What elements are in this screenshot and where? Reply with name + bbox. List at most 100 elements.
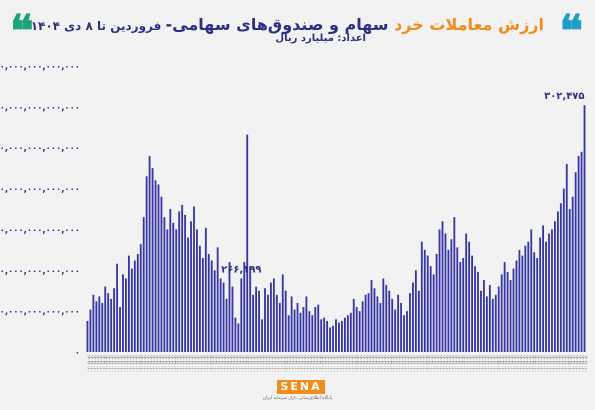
bar	[471, 255, 474, 352]
bar	[530, 229, 533, 352]
unit-label: اعداد: میلیارد ریال	[275, 33, 366, 44]
bar	[299, 312, 302, 352]
bar	[116, 263, 118, 352]
x-tick-label: ۱۴۰۴/۰۰/۰۰	[560, 355, 564, 373]
bar	[287, 315, 290, 352]
bar	[545, 241, 547, 352]
bar	[139, 244, 142, 352]
x-tick-label: ۱۴۰۴/۰۰/۰۰	[104, 355, 108, 373]
bar	[382, 278, 385, 352]
bar	[577, 155, 580, 352]
x-tick-label: ۱۴۰۴/۰۰/۰۰	[199, 355, 203, 373]
x-tick-label: ۱۴۰۴/۰۰/۰۰	[403, 355, 407, 373]
x-tick-label: ۱۴۰۴/۰۰/۰۰	[489, 355, 493, 373]
bar	[462, 258, 465, 352]
x-tick-label: ۱۴۰۴/۰۰/۰۰	[584, 355, 588, 373]
bar	[379, 302, 382, 352]
x-tick-label: ۱۴۰۴/۰۰/۰۰	[459, 355, 463, 373]
x-tick-label: ۱۴۰۴/۰۰/۰۰	[110, 355, 114, 373]
bar	[305, 296, 308, 352]
x-tick-label: ۱۴۰۴/۰۰/۰۰	[539, 355, 543, 373]
x-tick-label: ۱۴۰۴/۰۰/۰۰	[430, 355, 434, 373]
bar	[515, 260, 518, 352]
bar	[166, 229, 169, 352]
x-tick-label: ۱۴۰۴/۰۰/۰۰	[119, 355, 123, 373]
x-tick-label: ۱۴۰۴/۰۰/۰۰	[211, 355, 215, 373]
x-tick-label: ۱۴۰۴/۰۰/۰۰	[317, 355, 321, 373]
bar	[184, 214, 187, 352]
x-tick-label: ۱۴۰۴/۰۰/۰۰	[450, 355, 454, 373]
bar	[320, 319, 323, 352]
x-tick-label: ۱۴۰۴/۰۰/۰۰	[376, 355, 380, 373]
bar	[488, 284, 491, 352]
x-tick-label: ۱۴۰۴/۰۰/۰۰	[521, 355, 525, 373]
bar	[409, 293, 411, 352]
bar	[574, 172, 577, 352]
x-tick-label: ۱۴۰۴/۰۰/۰۰	[335, 355, 339, 373]
x-tick-label: ۱۴۰۴/۰۰/۰۰	[510, 355, 514, 373]
bar	[568, 209, 571, 352]
x-tick-label: ۱۴۰۴/۰۰/۰۰	[246, 355, 250, 373]
x-tick-label: ۱۴۰۴/۰۰/۰۰	[338, 355, 342, 373]
x-tick-label: ۱۴۰۴/۰۰/۰۰	[134, 355, 138, 373]
x-tick-label: ۱۴۰۴/۰۰/۰۰	[300, 355, 304, 373]
bar	[323, 317, 326, 352]
x-tick-label: ۱۴۰۴/۰۰/۰۰	[95, 355, 99, 373]
bar	[181, 204, 184, 352]
bar	[216, 247, 219, 352]
bar	[554, 221, 556, 352]
x-tick-label: ۱۴۰۴/۰۰/۰۰	[202, 355, 206, 373]
bar	[243, 262, 246, 352]
bar	[349, 312, 352, 352]
x-tick-label: ۱۴۰۴/۰۰/۰۰	[143, 355, 147, 373]
x-tick-label: ۱۴۰۴/۰۰/۰۰	[409, 355, 413, 373]
bar	[151, 168, 154, 352]
bar	[281, 274, 284, 352]
bar	[483, 280, 485, 352]
x-tick-label: ۱۴۰۴/۰۰/۰۰	[228, 355, 232, 373]
bar	[107, 293, 110, 352]
bar	[485, 296, 488, 352]
bar	[190, 221, 192, 352]
x-tick-label: ۱۴۰۴/۰۰/۰۰	[116, 355, 120, 373]
bar	[219, 278, 222, 352]
y-tick-label: ۱۵۰,۰۰۰,۰۰۰,۰۰۰,۰۰۰	[0, 225, 80, 235]
x-tick-label: ۱۴۰۴/۰۰/۰۰	[572, 355, 576, 373]
y-tick-label: ۳۵۰,۰۰۰,۰۰۰,۰۰۰,۰۰۰	[0, 62, 80, 72]
x-tick-label: ۱۴۰۴/۰۰/۰۰	[394, 355, 398, 373]
x-tick-label: ۱۴۰۴/۰۰/۰۰	[294, 355, 298, 373]
bar	[548, 233, 550, 352]
bar	[453, 217, 456, 352]
x-tick-label: ۱۴۰۴/۰۰/۰۰	[255, 355, 259, 373]
sena-logo: SENA	[277, 380, 325, 394]
bar	[157, 184, 160, 352]
x-tick-label: ۱۴۰۴/۰۰/۰۰	[314, 355, 318, 373]
x-tick-label: ۱۴۰۴/۰۰/۰۰	[388, 355, 392, 373]
bar	[234, 317, 237, 352]
y-tick-label: ۰	[75, 348, 80, 358]
x-tick-label: ۱۴۰۴/۰۰/۰۰	[237, 355, 241, 373]
x-tick-label: ۱۴۰۴/۰۰/۰۰	[507, 355, 511, 373]
x-tick-label: ۱۴۰۴/۰۰/۰۰	[353, 355, 357, 373]
x-tick-label: ۱۴۰۴/۰۰/۰۰	[267, 355, 271, 373]
bar	[373, 288, 376, 352]
bar	[101, 302, 104, 352]
x-tick-label: ۱۴۰۴/۰۰/۰۰	[184, 355, 188, 373]
bar	[447, 249, 450, 352]
x-tick-label: ۱۴۰۴/۰۰/۰۰	[575, 355, 579, 373]
x-tick-label: ۱۴۰۴/۰۰/۰۰	[86, 355, 90, 373]
x-tick-label: ۱۴۰۴/۰۰/۰۰	[208, 355, 212, 373]
bar	[539, 237, 542, 352]
bar	[89, 309, 92, 352]
bar	[491, 298, 494, 352]
x-tick-label: ۱۴۰۴/۰۰/۰۰	[421, 355, 425, 373]
x-tick-label: ۱۴۰۴/۰۰/۰۰	[495, 355, 499, 373]
bar	[524, 245, 527, 352]
x-tick-label: ۱۴۰۴/۰۰/۰۰	[305, 355, 309, 373]
x-tick-label: ۱۴۰۴/۰۰/۰۰	[157, 355, 161, 373]
bar	[338, 322, 340, 352]
bar	[113, 288, 116, 352]
bar	[346, 315, 349, 352]
bar	[284, 290, 287, 352]
x-tick-label: ۱۴۰۴/۰۰/۰۰	[166, 355, 170, 373]
